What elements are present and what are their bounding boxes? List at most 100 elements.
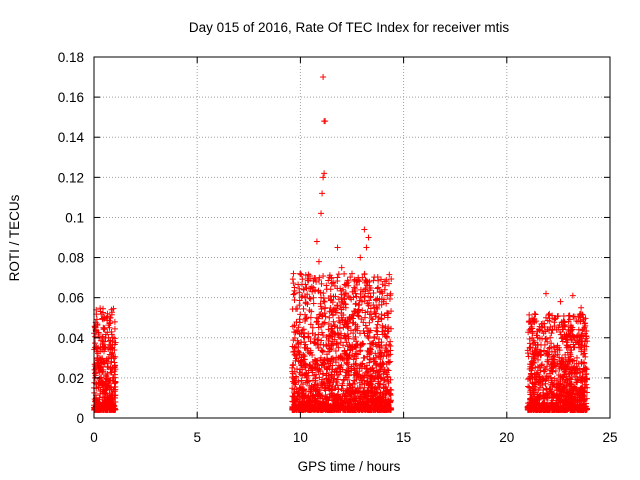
data-point (290, 378, 297, 385)
data-point (546, 370, 553, 377)
data-point (334, 329, 341, 336)
data-point (321, 319, 328, 326)
data-point (352, 350, 359, 357)
data-point (311, 381, 318, 388)
data-point (546, 345, 553, 352)
data-point (330, 318, 337, 325)
y-tick-label: 0.16 (58, 90, 84, 105)
data-point (297, 385, 304, 392)
data-point (566, 316, 573, 323)
data-point (384, 334, 391, 341)
data-point (347, 327, 354, 334)
data-point (543, 290, 550, 297)
data-point (362, 322, 369, 329)
data-point (328, 355, 335, 362)
data-point (315, 258, 322, 265)
data-point (108, 306, 115, 313)
data-point (293, 374, 300, 381)
data-point (100, 324, 107, 331)
data-point (301, 344, 308, 351)
data-point (109, 390, 116, 397)
data-points (91, 74, 591, 413)
data-point (355, 313, 362, 320)
data-point (312, 340, 319, 347)
data-point (378, 311, 385, 318)
data-point (533, 379, 540, 386)
data-point (296, 404, 303, 411)
data-point (356, 348, 363, 355)
data-point (334, 340, 341, 347)
data-point (305, 404, 312, 411)
data-point (368, 397, 375, 404)
data-point (526, 344, 533, 351)
data-point (377, 361, 384, 368)
data-point (342, 304, 349, 311)
data-point (307, 321, 314, 328)
data-point (295, 324, 302, 331)
data-point (111, 359, 118, 366)
data-point (557, 374, 564, 381)
data-point (318, 306, 325, 313)
data-point (378, 276, 385, 283)
data-point (371, 309, 378, 316)
data-point (318, 280, 325, 287)
data-point (328, 406, 335, 413)
data-point (334, 324, 341, 331)
data-point (383, 361, 390, 368)
data-point (332, 307, 339, 314)
data-point (291, 351, 298, 358)
data-point (109, 403, 116, 410)
data-point (334, 278, 341, 285)
data-point (329, 406, 336, 413)
data-point (383, 276, 390, 283)
data-point (91, 361, 98, 368)
data-point (349, 288, 356, 295)
data-point (526, 311, 533, 318)
data-point (342, 300, 349, 307)
data-point (542, 328, 549, 335)
data-point (291, 394, 298, 401)
data-point (386, 295, 393, 302)
data-point (318, 406, 325, 413)
data-point (289, 364, 296, 371)
data-point (336, 364, 343, 371)
data-point (320, 370, 327, 377)
data-point (95, 398, 102, 405)
data-point (532, 311, 539, 318)
data-point (351, 377, 358, 384)
data-point (99, 402, 106, 409)
data-point (355, 395, 362, 402)
data-point (548, 348, 555, 355)
data-point (331, 282, 338, 289)
data-point (360, 327, 367, 334)
data-point (539, 320, 546, 327)
data-point (320, 290, 327, 297)
data-point (583, 327, 590, 334)
data-point (312, 406, 319, 413)
data-point (551, 344, 558, 351)
data-point (290, 270, 297, 277)
data-point (354, 403, 361, 410)
data-point (109, 400, 116, 407)
data-point (318, 329, 325, 336)
data-point (376, 352, 383, 359)
data-point (96, 406, 103, 413)
data-point (104, 360, 111, 367)
data-point (563, 389, 570, 396)
data-point (112, 379, 119, 386)
data-point (376, 342, 383, 349)
data-point (540, 392, 547, 399)
data-point (575, 360, 582, 367)
data-point (570, 383, 577, 390)
data-point (352, 343, 359, 350)
data-point (385, 402, 392, 409)
data-point (576, 344, 583, 351)
data-point (106, 341, 113, 348)
data-point (340, 390, 347, 397)
data-point (385, 328, 392, 335)
data-point (578, 348, 585, 355)
data-point (554, 313, 561, 320)
data-point (386, 391, 393, 398)
data-point (568, 374, 575, 381)
data-point (97, 364, 104, 371)
